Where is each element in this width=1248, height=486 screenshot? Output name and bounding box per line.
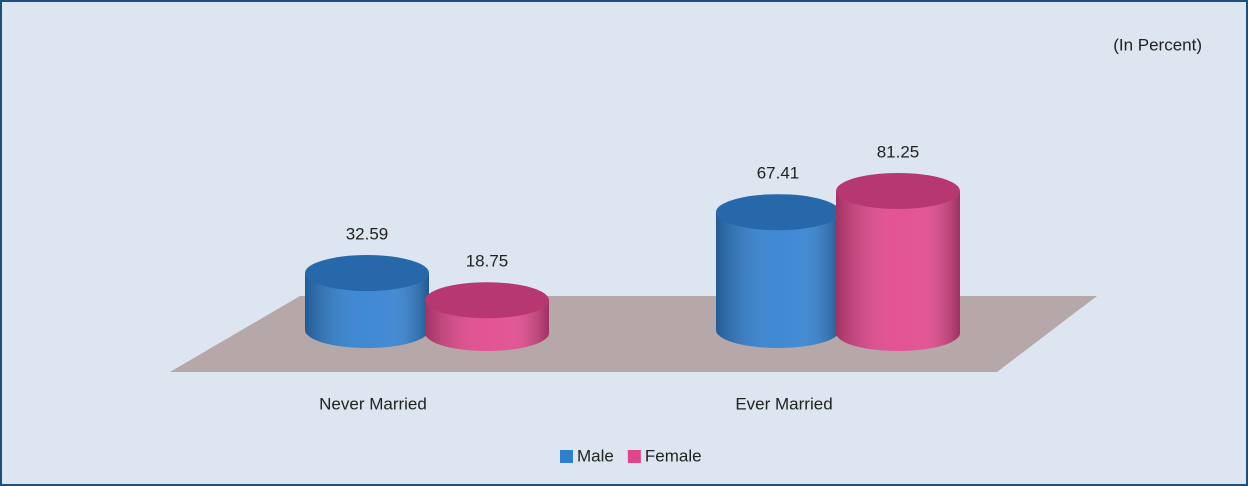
value-label: 81.25	[877, 142, 920, 161]
annotation: (In Percent)	[1113, 35, 1202, 54]
cylinder-shade	[716, 212, 840, 348]
cylinder-shade	[836, 191, 960, 351]
cylinder-shade	[305, 273, 429, 348]
x-tick-label: Never Married	[319, 394, 427, 413]
legend-label: Male	[577, 446, 614, 465]
x-tick-label: Ever Married	[735, 394, 832, 413]
cylinder-top-shade	[836, 173, 960, 209]
cylinder-top	[425, 282, 549, 319]
legend-swatch	[560, 450, 573, 463]
cylinder-top-shade	[716, 194, 840, 231]
cylinder-top	[716, 194, 840, 231]
value-label: 32.59	[346, 225, 389, 244]
value-label: 18.75	[466, 252, 509, 271]
cylinder-top	[305, 255, 429, 292]
value-label: 67.41	[757, 164, 800, 183]
legend-swatch	[627, 450, 641, 463]
legend-label: Female	[645, 446, 702, 465]
cylinder-top-shade	[425, 282, 549, 319]
cylinder-top	[836, 173, 960, 209]
cylinder-top-shade	[305, 255, 429, 292]
